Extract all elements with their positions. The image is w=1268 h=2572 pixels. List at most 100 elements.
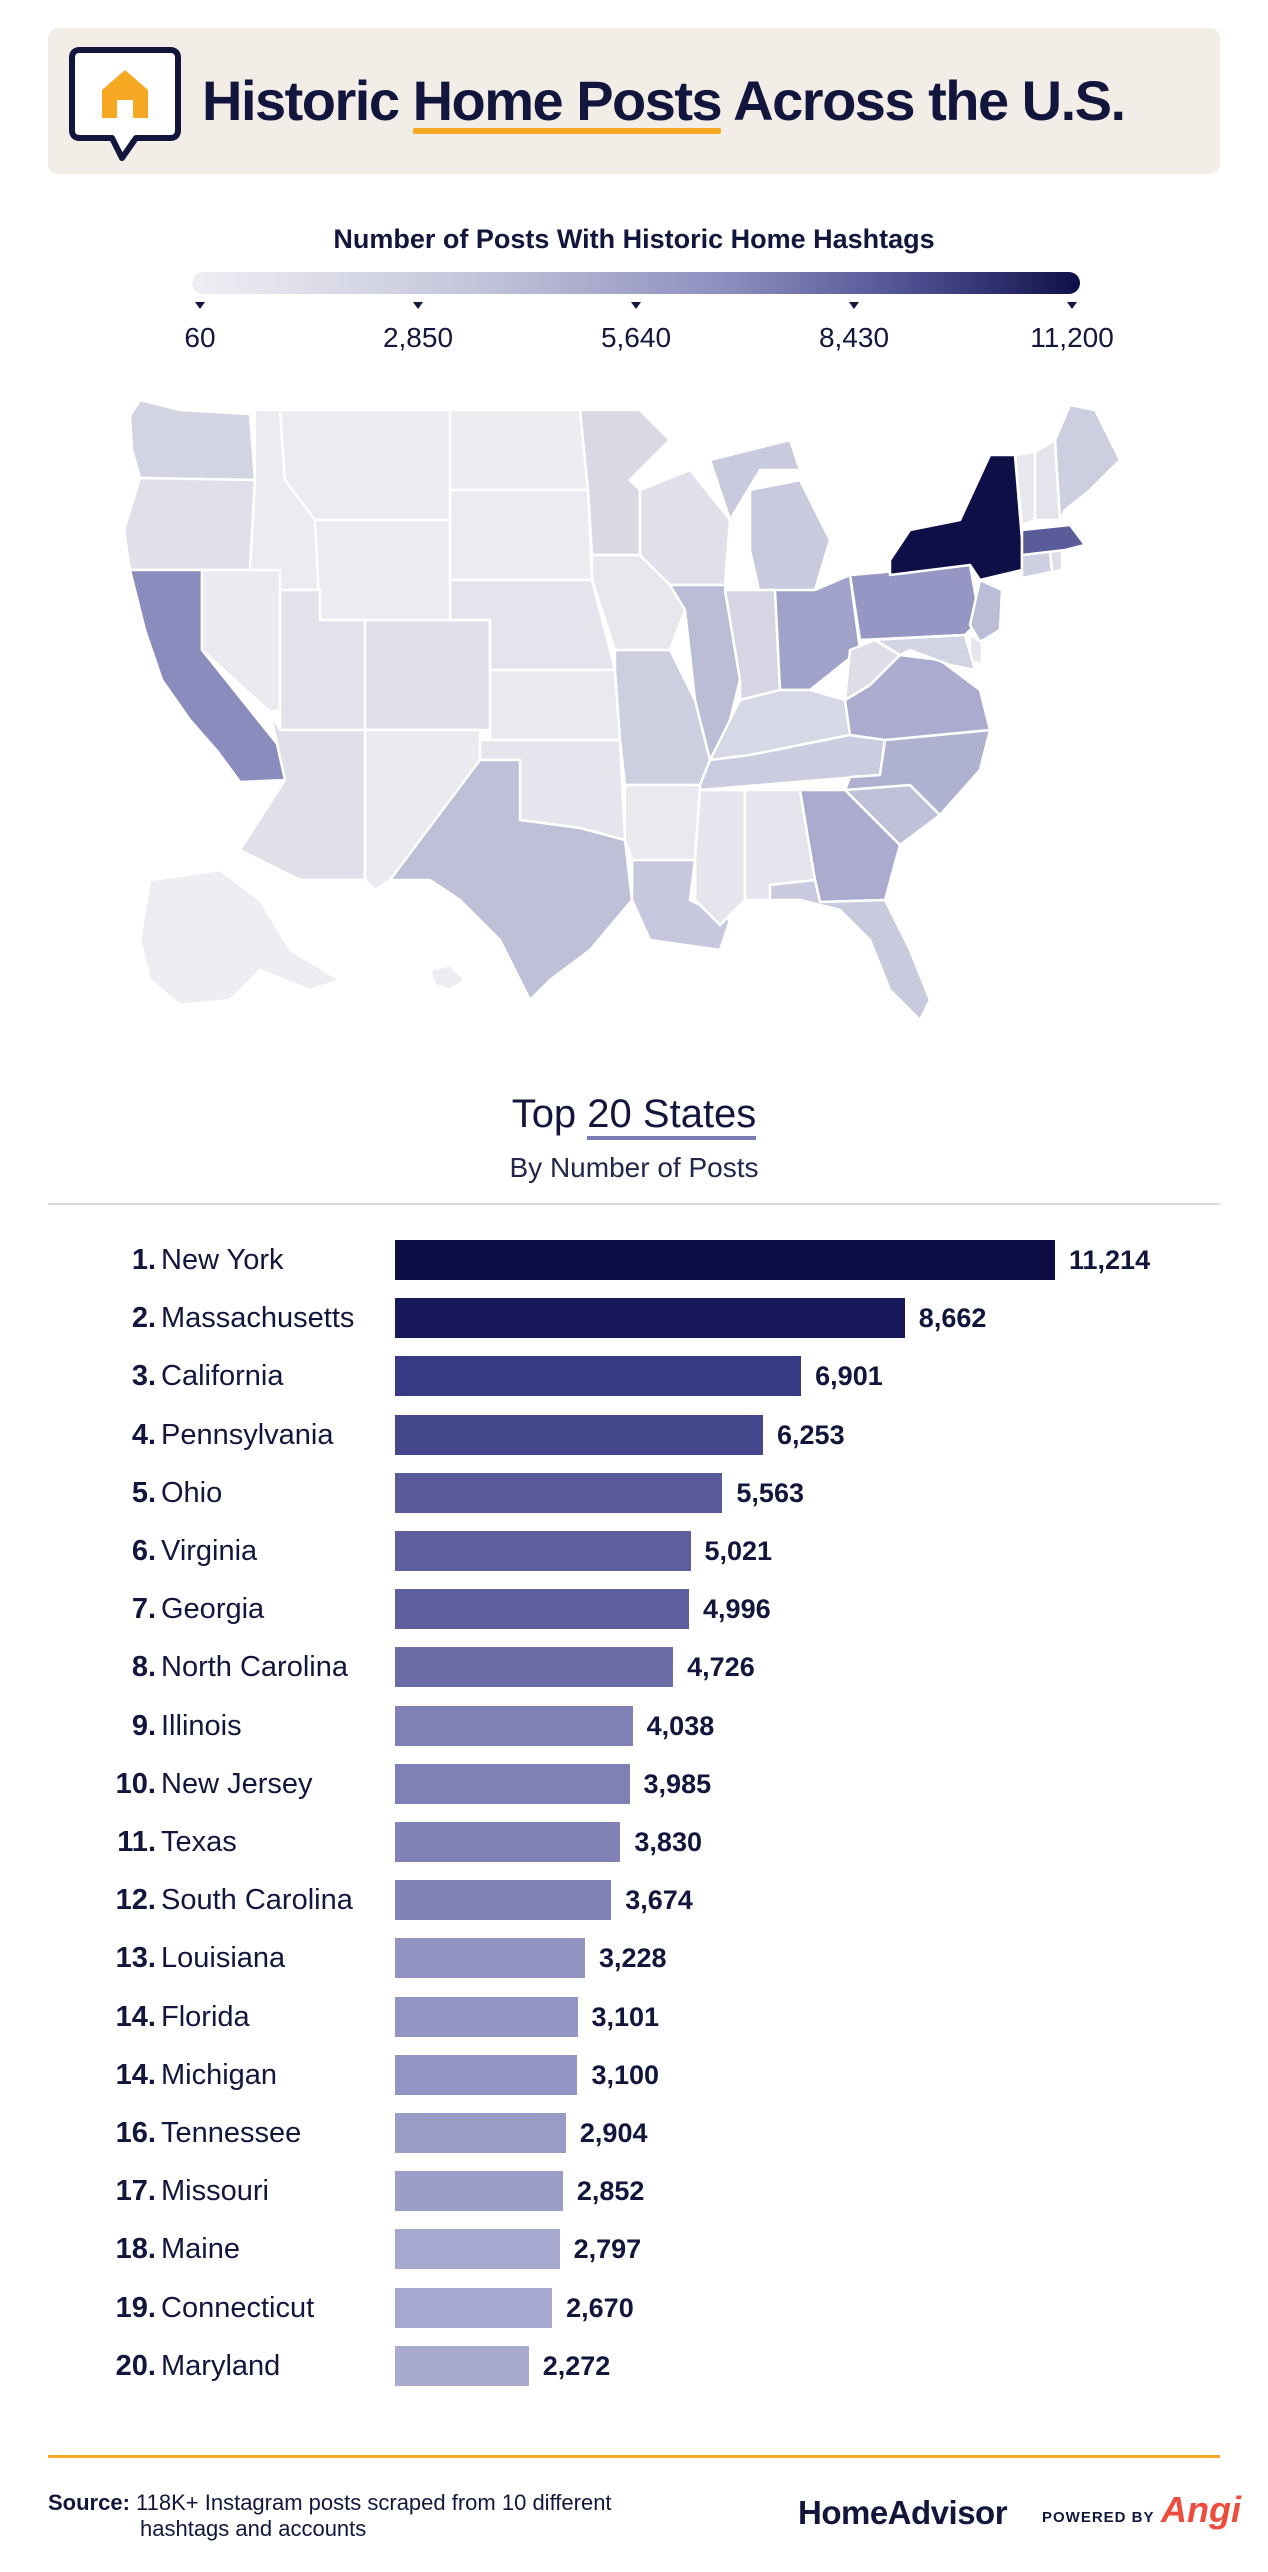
state-ms [693, 788, 747, 927]
state-tx [388, 758, 634, 1002]
bar-row: 7. Georgia 4,996 [0, 1589, 1268, 1630]
state-nv [200, 568, 282, 714]
top-states-title-part-1: Top [511, 1092, 588, 1136]
value-label: 5,021 [704, 1536, 773, 1566]
bar-row: 4. Pennsylvania 6,253 [0, 1414, 1268, 1455]
legend-tick-mark [849, 302, 859, 309]
bar-row: 8. North Carolina 4,726 [0, 1647, 1268, 1688]
state-label: Illinois [161, 1709, 242, 1742]
legend-tick-label: 8,430 [818, 322, 890, 353]
top-states-title-underlined: 20 States [587, 1092, 757, 1140]
value-label: 3,100 [591, 2059, 660, 2090]
homeadvisor-logo: HomeAdvisor [798, 2494, 1008, 2531]
bar-row: 13. Louisiana 3,228 [0, 1938, 1268, 1979]
rank-label: 5. [131, 1476, 156, 1509]
rank-label: 12. [115, 1884, 156, 1917]
bar [395, 1647, 674, 1688]
source-line-2: hashtags and accounts [140, 2516, 367, 2541]
page-title: Historic Home Posts Across the U.S. [202, 28, 1126, 174]
legend-tick-mark [1067, 302, 1077, 309]
bar [395, 1996, 578, 2037]
title-banner: Historic Home Posts Across the U.S. [48, 28, 1220, 174]
value-label: 3,101 [591, 2001, 660, 2032]
state-ma [1020, 523, 1087, 557]
bar [395, 1531, 691, 1571]
powered-by-label: POWERED BY [1042, 2509, 1155, 2526]
bar [395, 1356, 802, 1397]
bar [395, 1938, 585, 1979]
state-mi [708, 438, 832, 597]
rank-label: 14. [115, 2000, 156, 2033]
rank-label: 18. [115, 2233, 156, 2266]
bar [395, 1880, 612, 1921]
state-label: New Jersey [161, 1767, 313, 1800]
bar-row: 5. Ohio 5,563 [0, 1472, 1268, 1513]
bar [395, 2054, 578, 2095]
source-note: Source: 118K+ Instagram posts scraped fr… [48, 2490, 708, 2542]
bar [395, 1240, 1055, 1280]
state-ny [888, 453, 1024, 582]
state-label: Maryland [161, 2349, 281, 2382]
state-label: Tennessee [161, 2117, 302, 2149]
legend-tick-label: 5,640 [600, 322, 672, 353]
legend-tick-label: 11,200 [1030, 322, 1114, 353]
state-label: Connecticut [161, 2291, 315, 2324]
bar [395, 1822, 621, 1862]
state-md [868, 633, 977, 672]
state-me [1053, 403, 1122, 522]
value-label: 3,674 [625, 1885, 693, 1916]
state-az [238, 710, 367, 882]
rank-label: 17. [115, 2175, 156, 2208]
rank-label: 9. [131, 1709, 156, 1742]
state-ri [1048, 548, 1064, 574]
state-label: South Carolina [161, 1884, 353, 1917]
legend-tick-label: 60 [184, 322, 216, 353]
bar [395, 1414, 764, 1455]
state-ar [623, 783, 702, 862]
state-ak [138, 868, 342, 1007]
state-pa [848, 563, 982, 642]
value-label: 4,726 [687, 1652, 755, 1683]
bar-row: 1. New York 11,214 [0, 1240, 1268, 1280]
divider [48, 1203, 1220, 1205]
state-label: Maine [161, 2233, 240, 2266]
rank-label: 14. [115, 2058, 156, 2091]
bar-row: 19. Connecticut 2,670 [0, 2287, 1268, 2328]
state-or [122, 476, 257, 572]
state-wy [313, 518, 452, 622]
state-label: Louisiana [161, 1942, 286, 1975]
value-label: 8,662 [918, 1303, 987, 1334]
value-label: 11,214 [1069, 1245, 1151, 1275]
bar-row: 3. California 6,901 [0, 1356, 1268, 1397]
state-wv [843, 638, 902, 702]
state-label: Ohio [161, 1476, 223, 1509]
top-states-subtitle: By Number of Posts [509, 1152, 759, 1183]
bar-row: 18. Maine 2,797 [0, 2229, 1268, 2270]
bar [395, 2287, 553, 2328]
bar [395, 1763, 630, 1804]
bar-row: 12. South Carolina 3,674 [0, 1880, 1268, 1921]
state-fl [768, 878, 932, 1020]
bar-row: 14. Florida 3,101 [0, 1996, 1268, 2037]
rank-label: 10. [115, 1767, 156, 1800]
angi-logo: Angi [1161, 2489, 1241, 2530]
rank-label: 2. [131, 1302, 156, 1335]
value-label: 6,901 [815, 1361, 883, 1392]
value-label: 2,797 [573, 2234, 642, 2265]
bar-row: 20. Maryland 2,272 [0, 2345, 1268, 2386]
state-nj [968, 578, 1004, 644]
bar-row: 9. Illinois 4,038 [0, 1705, 1268, 1746]
bar [395, 1298, 905, 1339]
value-label: 2,852 [576, 2176, 645, 2207]
value-label: 4,996 [703, 1594, 771, 1625]
state-label: New York [161, 1244, 284, 1276]
value-label: 4,038 [646, 1710, 715, 1741]
bar [395, 2229, 560, 2270]
state-label: Pennsylvania [161, 1418, 334, 1451]
bar [395, 2113, 566, 2153]
source-label: Source: [48, 2490, 130, 2515]
house-speech-bubble-icon [69, 47, 181, 161]
legend-color-scale [192, 272, 1080, 294]
state-label: Missouri [161, 2175, 269, 2208]
footer-divider [48, 2455, 1220, 2458]
